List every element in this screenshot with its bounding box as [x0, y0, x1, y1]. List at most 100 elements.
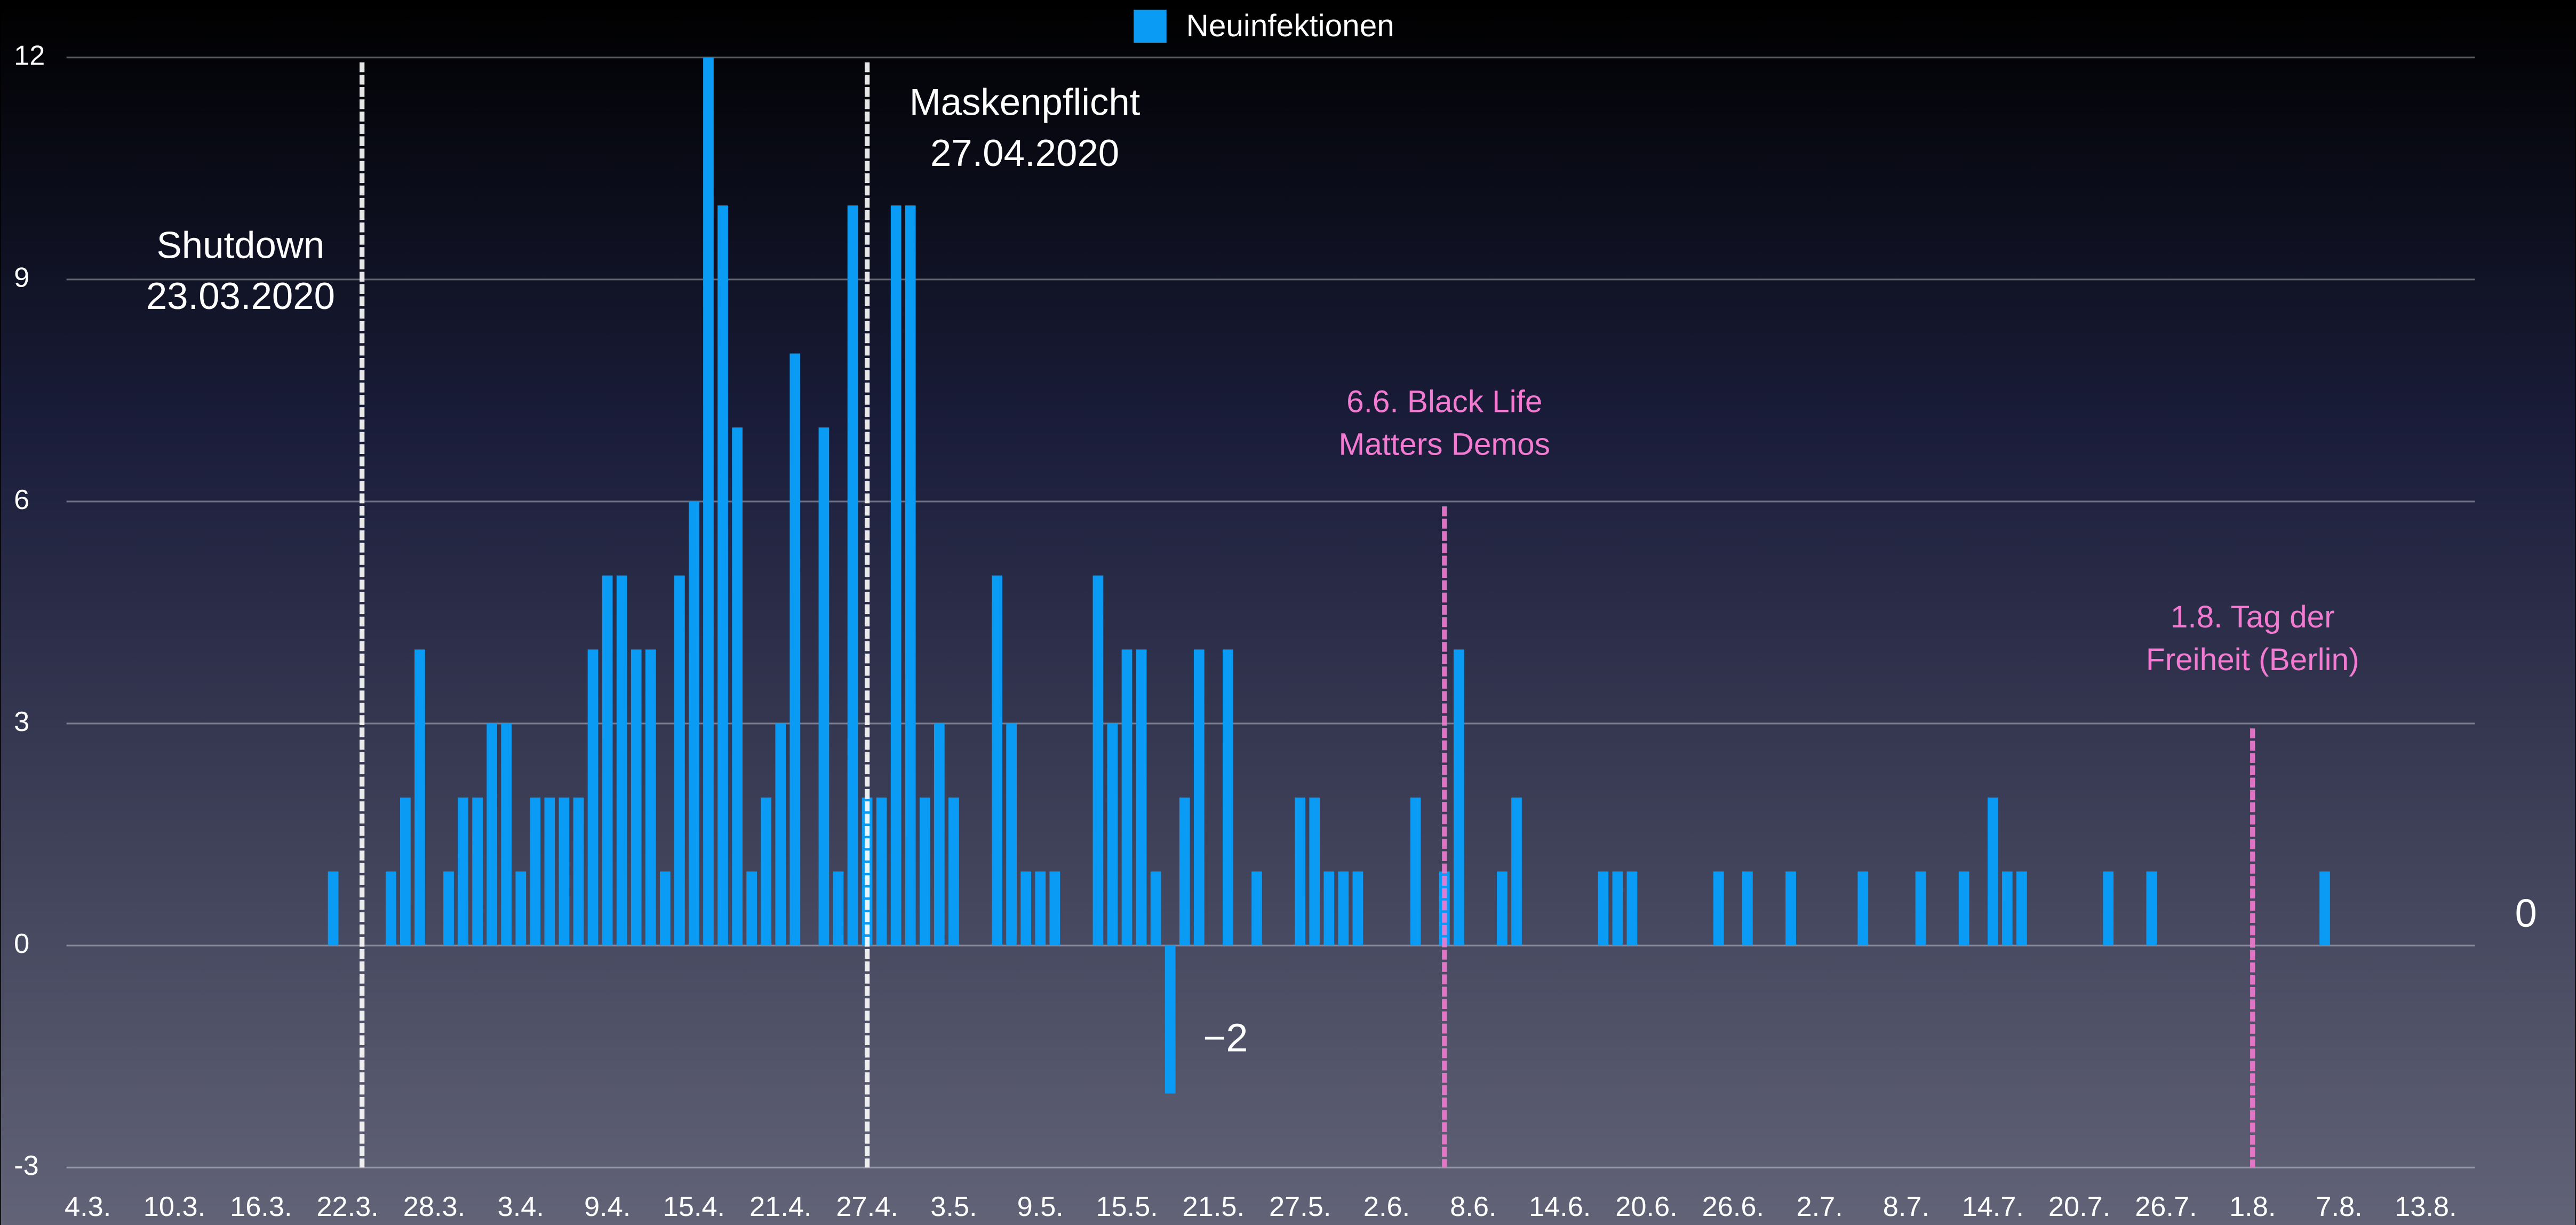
bar	[515, 871, 527, 946]
x-tick-label: 16.3.	[230, 1191, 292, 1222]
bar	[559, 797, 570, 946]
bar	[530, 797, 541, 946]
annotation-text: 23.03.2020	[146, 275, 335, 317]
bar	[2319, 871, 2330, 946]
annotation-text: 27.04.2020	[930, 132, 1119, 174]
side-label: 0	[2515, 891, 2537, 935]
bar	[443, 871, 454, 946]
x-tick-label: 9.5.	[1017, 1191, 1064, 1222]
y-tick-label: 9	[14, 262, 29, 293]
bar	[775, 723, 786, 946]
y-tick-label: 3	[14, 706, 29, 737]
x-tick-label: 27.4.	[836, 1191, 898, 1222]
bar	[2146, 871, 2157, 946]
x-tick-label: 2.6.	[1363, 1191, 1410, 1222]
bar	[1915, 871, 1926, 946]
annotation-text: 6.6. Black Life	[1346, 385, 1542, 419]
bar	[472, 797, 483, 946]
bar	[717, 205, 728, 946]
x-tick-label: 21.4.	[749, 1191, 811, 1222]
x-tick-label: 14.7.	[1962, 1191, 2024, 1222]
bar	[1107, 723, 1118, 946]
bar	[1020, 871, 1032, 946]
bar	[761, 797, 772, 946]
x-tick-label: 8.6.	[1450, 1191, 1496, 1222]
bar	[876, 797, 887, 946]
x-tick-label: 20.7.	[2048, 1191, 2110, 1222]
bar	[746, 871, 757, 946]
bar	[703, 57, 714, 946]
value-label: −2	[1203, 1016, 1248, 1060]
bar	[1309, 797, 1320, 946]
x-tick-label: 7.8.	[2316, 1191, 2362, 1222]
bar	[992, 575, 1002, 946]
bar	[1626, 871, 1638, 946]
bar	[1150, 871, 1161, 946]
bar	[674, 575, 685, 946]
bar	[1136, 649, 1147, 946]
bar	[2103, 871, 2114, 946]
bar	[847, 205, 858, 946]
x-tick-label: 15.5.	[1096, 1191, 1158, 1222]
bar	[789, 353, 801, 946]
x-tick-label: 2.7.	[1796, 1191, 1843, 1222]
bar	[385, 871, 396, 946]
annotation-text: Matters Demos	[1339, 427, 1550, 462]
bar	[1987, 797, 1998, 946]
bar	[602, 575, 613, 946]
annotation-text: Shutdown	[157, 224, 325, 266]
bar	[631, 649, 642, 946]
bar	[1598, 871, 1609, 946]
bar	[1511, 797, 1522, 946]
bar	[645, 649, 656, 946]
bar	[587, 649, 599, 946]
x-tick-label: 27.5.	[1269, 1191, 1331, 1222]
bar	[934, 723, 945, 946]
bar	[1742, 871, 1753, 946]
x-tick-label: 22.3.	[316, 1191, 378, 1222]
bar	[1193, 649, 1205, 946]
x-tick-label: 21.5.	[1183, 1191, 1245, 1222]
bar	[1165, 945, 1176, 1094]
bar	[1785, 871, 1796, 946]
x-tick-label: 9.4.	[584, 1191, 631, 1222]
x-tick-label: 8.7.	[1883, 1191, 1929, 1222]
bar	[833, 871, 844, 946]
bar	[1179, 797, 1190, 946]
bar	[919, 797, 930, 946]
bar	[1958, 871, 1969, 946]
bar	[616, 575, 627, 946]
y-tick-label: 0	[14, 928, 29, 959]
bar	[501, 723, 512, 946]
bar	[458, 797, 468, 946]
x-tick-label: 26.7.	[2135, 1191, 2197, 1222]
bar	[1857, 871, 1869, 946]
bar	[1453, 649, 1464, 946]
bar	[1035, 871, 1046, 946]
bar	[732, 427, 743, 946]
bar	[1251, 871, 1262, 946]
bar	[414, 649, 425, 946]
bar	[1121, 649, 1133, 946]
bar	[1410, 797, 1421, 946]
x-tick-label: 26.6.	[1702, 1191, 1764, 1222]
annotation-text: 1.8. Tag der	[2171, 600, 2335, 634]
bar	[1713, 871, 1724, 946]
y-tick-label: 6	[14, 484, 29, 515]
annotation-text: Maskenpflicht	[910, 81, 1141, 123]
x-tick-label: 1.8.	[2229, 1191, 2276, 1222]
x-tick-label: 10.3.	[143, 1191, 205, 1222]
bar	[2001, 871, 2013, 946]
bar	[659, 871, 671, 946]
bar	[1006, 723, 1017, 946]
bar	[948, 797, 959, 946]
bar	[487, 723, 498, 946]
bar	[1223, 649, 1233, 946]
bar	[1295, 797, 1306, 946]
x-tick-label: 4.3.	[65, 1191, 111, 1222]
x-tick-label: 3.4.	[498, 1191, 544, 1222]
bar	[573, 797, 584, 946]
